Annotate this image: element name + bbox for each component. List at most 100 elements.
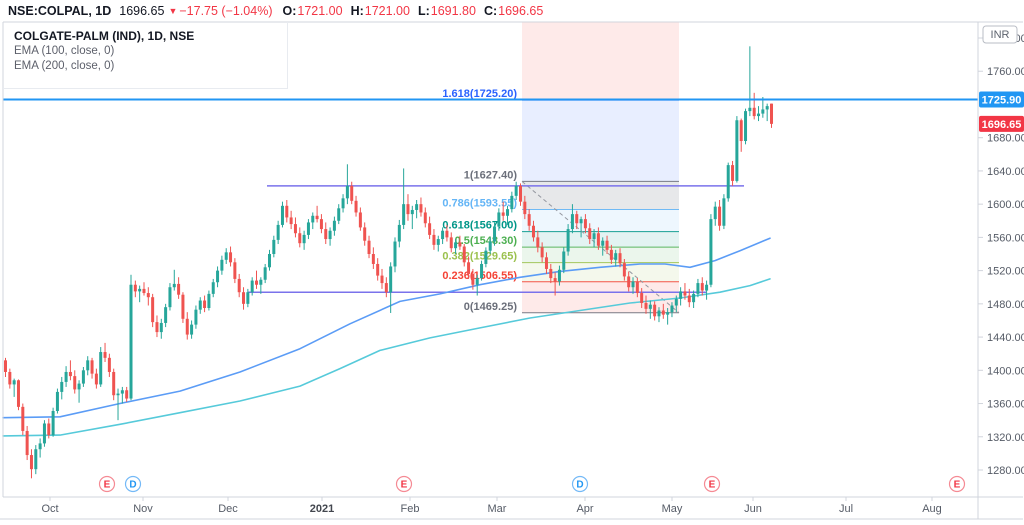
candle-body (302, 234, 306, 244)
candle-body (345, 185, 349, 199)
candle-body (90, 360, 94, 374)
price-axis[interactable]: 1800.001760.001680.001640.001600.001560.… (978, 25, 1024, 477)
candle-body (73, 376, 77, 390)
candle-body (16, 380, 20, 407)
symbol-interval-label[interactable]: NSE:COLPAL, 1D (8, 4, 112, 18)
price-tick-label: 1560.00 (987, 232, 1024, 244)
candle-body (726, 165, 730, 199)
candle-body (181, 294, 185, 319)
candle-body (731, 165, 735, 181)
candle-body (77, 383, 81, 390)
candle-body (177, 283, 181, 295)
candle-body (81, 370, 85, 384)
candle-body (709, 219, 713, 285)
candle-body (60, 381, 64, 392)
candle-body (718, 206, 722, 226)
candle-body (713, 206, 717, 220)
fib-level-label: 0.5(1548.30) (455, 235, 518, 247)
high-label: H: (350, 4, 364, 18)
dividend-marker-icon[interactable] (124, 475, 142, 493)
last-price: 1696.65 (119, 4, 165, 18)
event-marker-letter: E (709, 480, 716, 491)
event-marker-letter: D (129, 480, 136, 491)
price-badge-value: 1696.65 (982, 119, 1022, 131)
fib-band (522, 247, 679, 263)
candle-body (488, 241, 492, 251)
candle-body (523, 201, 527, 215)
legend-ema100[interactable]: EMA (100, close, 0) (14, 45, 115, 57)
currency-badge[interactable] (982, 25, 1018, 44)
candle-body (661, 310, 665, 315)
candle-body (679, 291, 683, 299)
currency-badge-label: INR (991, 29, 1010, 41)
event-marker-letter: E (401, 480, 408, 491)
candle-body (358, 212, 362, 228)
candle-body (432, 234, 436, 245)
time-tick-label: Nov (133, 503, 153, 515)
price-tick-label: 1360.00 (987, 399, 1024, 411)
price-tick-label: 1440.00 (987, 332, 1024, 344)
candle-body (319, 219, 323, 230)
fib-retracement[interactable]: 1.618(1725.20) 1(1627.40) 0.786(1593.55) 0.… (442, 22, 680, 314)
earnings-marker-icon[interactable] (98, 475, 116, 493)
fib-band (522, 262, 679, 282)
candle-body (583, 219, 587, 229)
candle-body (622, 263, 626, 277)
candle-body (588, 228, 592, 240)
time-axis[interactable]: Oct Nov Dec 2021 Feb Mar Apr May Jun Jul Aug (41, 497, 942, 515)
earnings-marker-icon[interactable] (703, 475, 721, 493)
earnings-marker-icon[interactable] (948, 475, 966, 493)
time-tick-label: Feb (401, 503, 420, 515)
candle-body (402, 204, 406, 225)
candle-body (609, 249, 613, 260)
candle-body (55, 391, 59, 412)
candle-body (306, 222, 310, 235)
candle-body (315, 215, 319, 220)
candle-body (614, 253, 618, 260)
price-tick-label: 1480.00 (987, 299, 1024, 311)
event-marker-letter: E (104, 480, 111, 491)
candle-body (384, 283, 388, 293)
candle-body (120, 390, 124, 394)
candle-body (224, 252, 228, 260)
candle-body (562, 251, 566, 270)
candle-body (592, 233, 596, 240)
fib-level-label: 0(1469.25) (464, 301, 518, 313)
legend-symbol-title[interactable]: COLGATE-PALM (IND), 1D, NSE (14, 29, 195, 43)
candle-body (211, 282, 215, 294)
candle-body (190, 324, 194, 335)
candle-body (367, 240, 371, 254)
candle-body (566, 229, 570, 252)
price-tick-label: 1760.00 (987, 66, 1024, 78)
candle-body (164, 307, 168, 323)
candle-body (735, 120, 739, 181)
candle-body (705, 284, 709, 291)
candle-body (514, 185, 518, 196)
candle-body (518, 185, 522, 202)
time-tick-label: 2021 (310, 503, 334, 515)
price-tick-label: 1280.00 (987, 465, 1024, 477)
candle-body (237, 278, 241, 293)
candle-body (194, 309, 198, 325)
dividend-marker-icon[interactable] (571, 475, 589, 493)
price-tick-label: 1600.00 (987, 199, 1024, 211)
legend-ema200[interactable]: EMA (200, close, 0) (14, 59, 115, 72)
candle-body (129, 284, 133, 399)
price-badge-value: 1725.90 (982, 95, 1022, 107)
earnings-marker-icon[interactable] (395, 475, 413, 493)
price-tick-label: 1640.00 (987, 166, 1024, 178)
candle-body (155, 322, 159, 333)
candle-body (471, 273, 475, 285)
candle-body (454, 242, 458, 249)
candle-body (233, 262, 237, 279)
candle-body (506, 209, 510, 216)
candle-body (380, 275, 384, 284)
candle-body (51, 411, 55, 436)
price-badge (979, 115, 1024, 132)
ema-100-line[interactable] (2, 237, 771, 419)
time-tick-label: May (662, 503, 683, 515)
fib-level-label: 0.786(1593.55) (442, 198, 517, 210)
